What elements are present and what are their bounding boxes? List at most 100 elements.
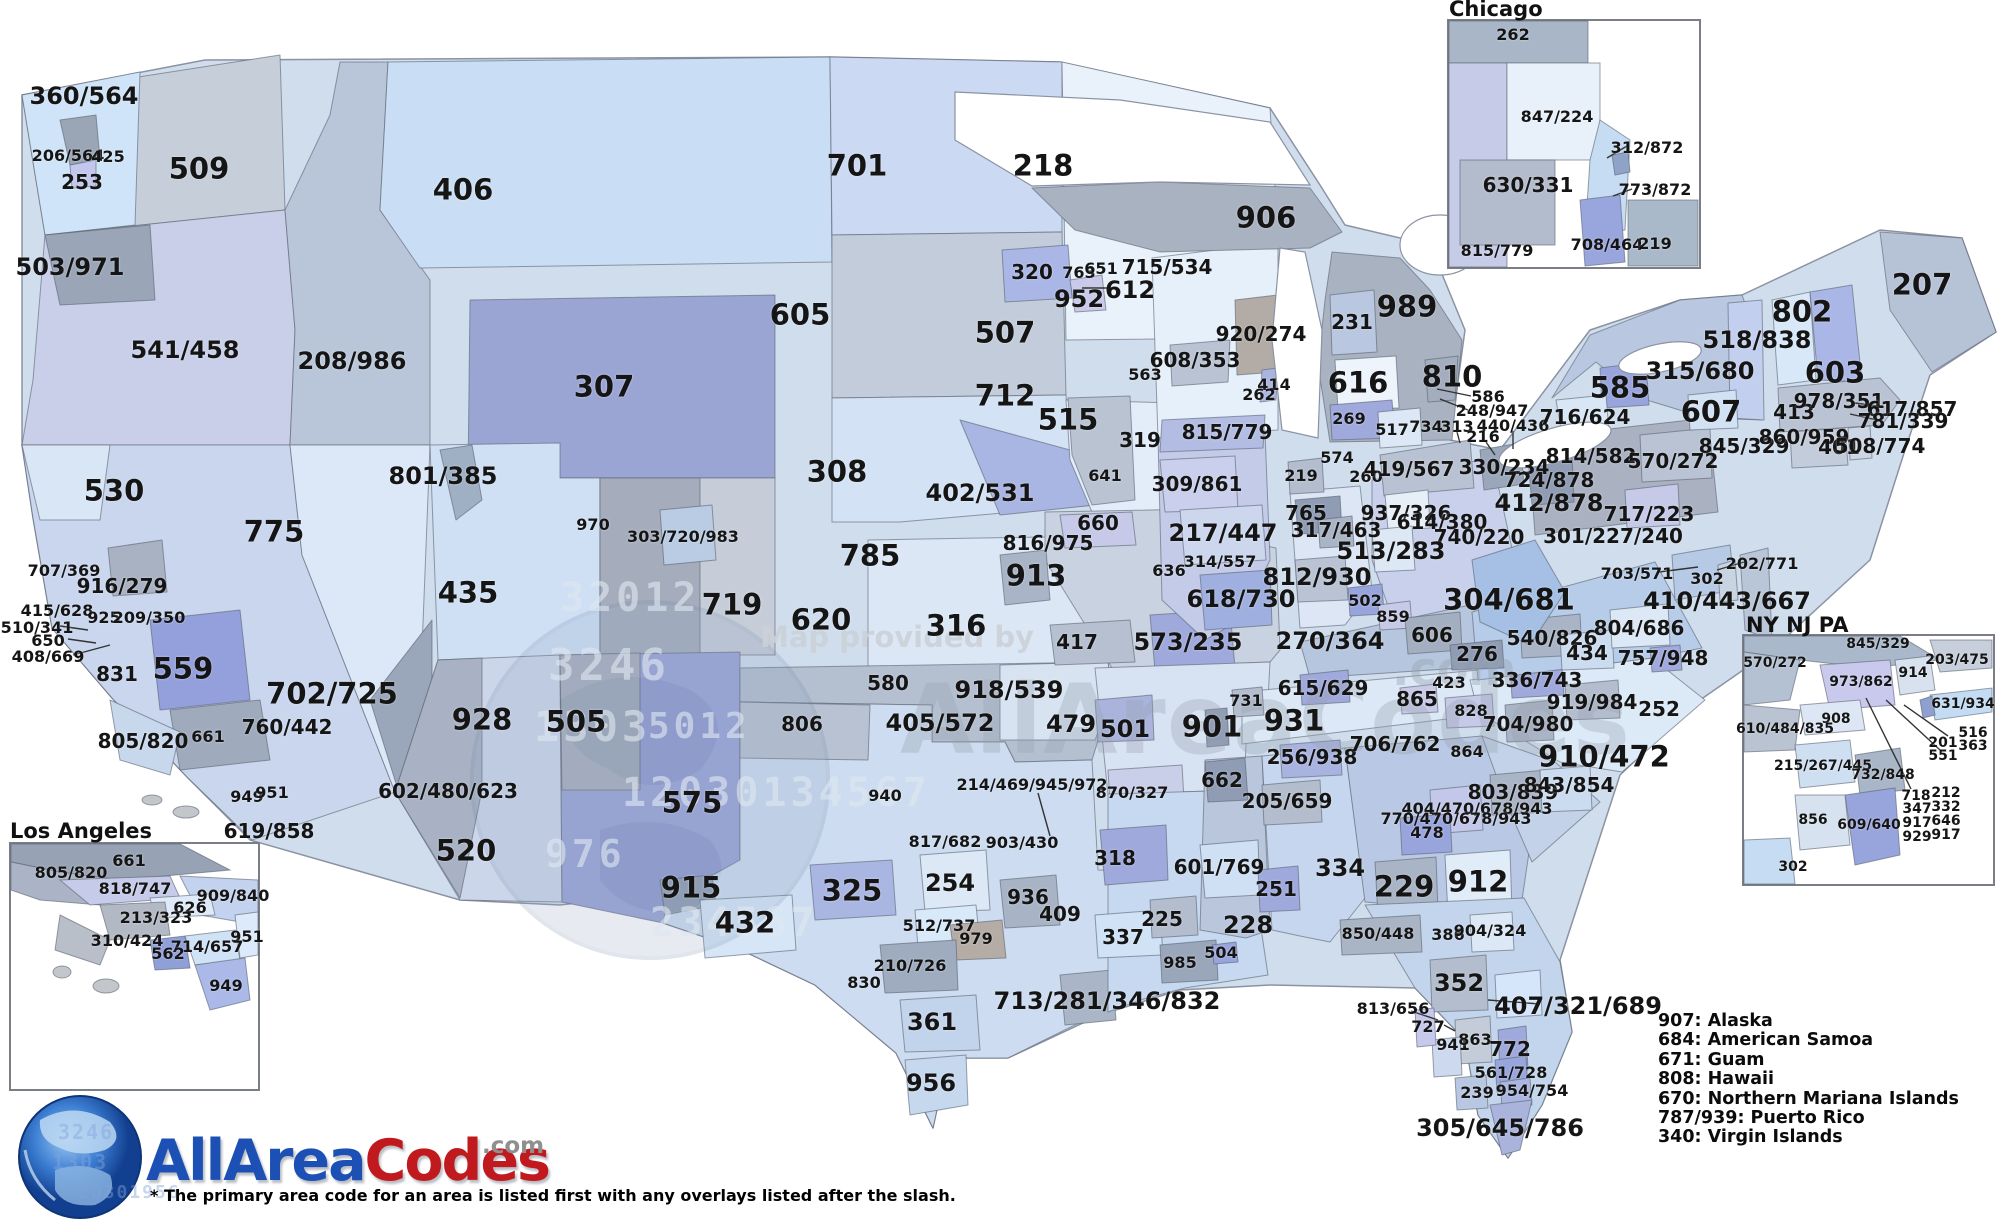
area-code-label: 276: [1456, 642, 1498, 666]
area-code-label: 978/351: [1793, 389, 1885, 413]
area-code-label: 636: [1152, 561, 1186, 580]
area-code-label: 478: [1410, 823, 1444, 842]
area-code-label: 412/878: [1494, 489, 1604, 517]
area-code-label: 929: [1902, 829, 1932, 845]
area-code-label: 608/353: [1149, 348, 1241, 372]
area-code-label: 302: [1690, 569, 1724, 588]
area-code-label: 308: [806, 454, 868, 489]
area-code-label: 843/854: [1523, 773, 1615, 797]
area-code-label: 956: [905, 1069, 957, 1097]
area-code-label: 502: [1348, 591, 1382, 610]
area-code-label: 970: [576, 515, 610, 534]
area-code-label: 602/480/623: [378, 779, 518, 803]
area-code-label: 605: [769, 297, 831, 332]
area-code-label: 312/872: [1610, 138, 1684, 157]
area-code-label: 909/840: [196, 886, 270, 905]
area-code-label: 941: [1436, 1035, 1470, 1054]
area-code-label: 423: [1432, 673, 1466, 692]
area-code-label: 585: [1589, 370, 1651, 405]
area-code-label: 207: [1891, 267, 1953, 302]
area-code-label: 562: [151, 944, 185, 963]
area-code-label: 615/629: [1277, 676, 1369, 700]
globe-logo-icon: [18, 1095, 142, 1219]
area-code-label: 414: [1257, 375, 1291, 394]
area-code-label: 603: [1804, 355, 1866, 390]
area-code-label: 347: [1902, 801, 1932, 817]
legend-line: 787/939: Puerto Rico: [1658, 1108, 1865, 1129]
area-code-label: 254: [924, 869, 976, 897]
area-code-label: 570/272: [1627, 449, 1719, 473]
area-code-label: 847/224: [1520, 107, 1594, 126]
area-code-label: 229: [1373, 869, 1435, 904]
area-code-label: 770/470/678/943: [1380, 809, 1532, 828]
area-code-label: 850/448: [1341, 924, 1415, 943]
callout-lines: [59, 145, 1949, 1032]
area-code-label: 256/938: [1266, 745, 1358, 769]
area-code-label: 216: [1466, 427, 1500, 446]
area-code-label: 702/725: [266, 676, 398, 711]
inset-title-los-angeles: Los Angeles: [10, 819, 153, 843]
area-code-label: 252: [1638, 697, 1680, 721]
area-code-label: 815/779: [1181, 420, 1273, 444]
area-code-label: 828: [1454, 701, 1488, 720]
area-code-label: 417: [1056, 630, 1098, 654]
area-code-label: 408/669: [11, 647, 85, 666]
area-code-label: 831: [96, 662, 138, 686]
area-code-label: 952: [1053, 285, 1105, 313]
area-code-label: 501: [1099, 715, 1151, 743]
area-code-label: 352: [1433, 969, 1485, 997]
area-code-label: 985: [1163, 953, 1197, 972]
area-code-label: 864: [1450, 742, 1484, 761]
area-code-label: 661: [191, 727, 225, 746]
area-code-label: 563: [1128, 365, 1162, 384]
area-code-label: 954/754: [1495, 1081, 1569, 1100]
area-code-label: 512/737: [902, 916, 976, 935]
area-code-label: 510/341: [0, 618, 74, 637]
area-code-label: 301/227/240: [1543, 524, 1683, 548]
area-code-label: 320: [1011, 260, 1053, 284]
area-code-label: 205/659: [1241, 789, 1333, 813]
area-code-label: 507: [974, 315, 1036, 350]
area-code-label: 314/557: [1183, 552, 1257, 571]
area-code-label: 319: [1119, 428, 1161, 452]
area-code-label: 337: [1102, 925, 1144, 949]
area-code-label: 719: [701, 587, 763, 622]
area-code-label: 209/350: [112, 608, 186, 627]
area-code-label: 208/986: [297, 347, 407, 375]
area-code-label: 870/327: [1095, 783, 1169, 802]
area-code-label: 315/680: [1645, 357, 1755, 385]
area-code-label: 606: [1411, 623, 1453, 647]
area-code-label: 928: [451, 702, 513, 737]
area-code-label: 815/779: [1460, 241, 1534, 260]
legend-line: 671: Guam: [1658, 1049, 1765, 1070]
area-code-label: 631/934: [1931, 696, 1995, 712]
area-code-label: 641: [1088, 466, 1122, 485]
territory-legend: 907: Alaska 684: American Samoa 671: Guam 8…: [1658, 1011, 1959, 1148]
area-code-label: 662: [1201, 768, 1243, 792]
area-code-label: 806: [781, 712, 823, 736]
area-code-label: 213/323: [119, 908, 193, 927]
area-code-label: 918/539: [954, 676, 1064, 704]
area-code-label: 479: [1045, 710, 1097, 738]
area-code-label: 203/475: [1925, 652, 1989, 668]
logo-tld: .com: [482, 1133, 545, 1159]
area-code-label: 309/861: [1151, 472, 1243, 496]
area-code-label: 712: [974, 378, 1036, 413]
area-code-label: 307: [573, 369, 635, 404]
area-code-label: 740/220: [1433, 525, 1525, 549]
area-code-label: 908: [1821, 711, 1851, 727]
inset-los-angeles-box: [9, 842, 260, 1091]
area-code-label: 773/872: [1618, 180, 1692, 199]
inset-title-chicago: Chicago: [1449, 0, 1543, 21]
area-code-label: 802: [1771, 294, 1833, 329]
area-code-label: 707/369: [27, 561, 101, 580]
area-code-label: 217/447: [1168, 519, 1278, 547]
area-code-label: 903/430: [985, 833, 1059, 852]
area-code-label: 865: [1396, 687, 1438, 711]
area-code-label: 706/762: [1349, 732, 1441, 756]
area-code-label: 304/681: [1443, 582, 1575, 617]
area-code-label: 504: [1204, 943, 1238, 962]
area-code-label: 916/279: [76, 574, 168, 598]
area-code-label: 718: [1901, 788, 1931, 804]
area-code-label: 765: [1285, 501, 1327, 525]
